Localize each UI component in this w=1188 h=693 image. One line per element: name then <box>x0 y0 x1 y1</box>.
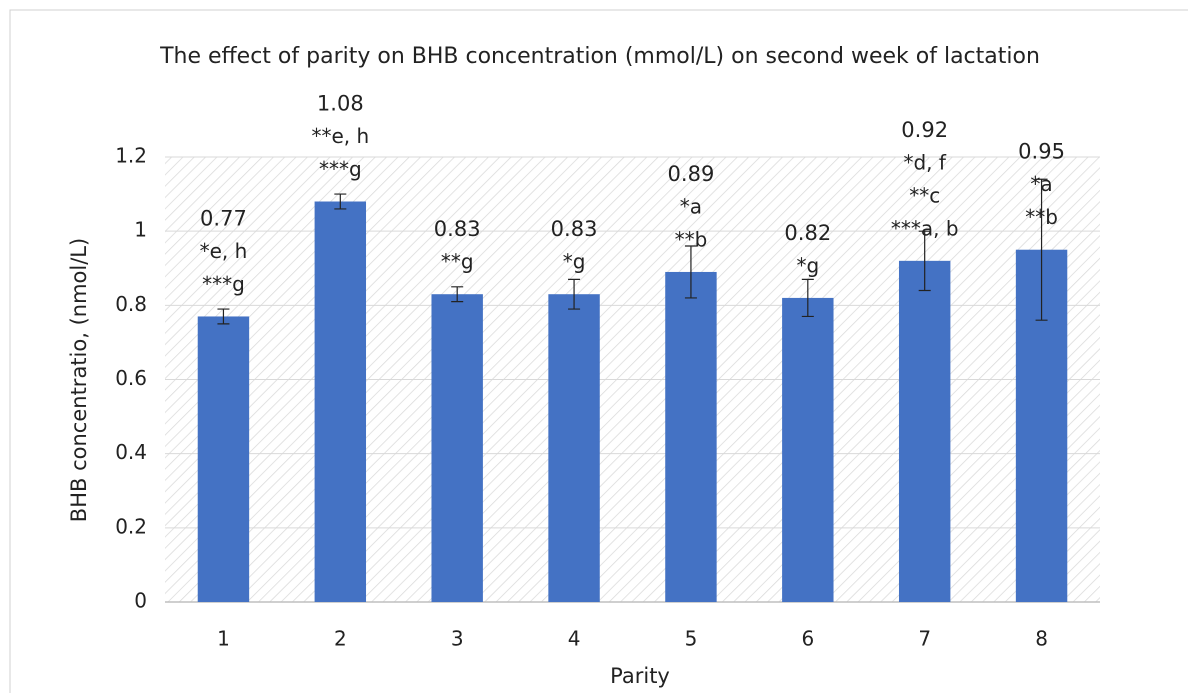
x-tick-label: 7 <box>918 627 931 651</box>
error-bar <box>451 286 464 303</box>
y-tick-label: 1.2 <box>115 144 147 168</box>
y-tick-label: 0.4 <box>115 440 147 464</box>
error-bar <box>568 278 581 310</box>
x-axis-label: Parity <box>610 664 670 688</box>
error-bar <box>801 278 814 318</box>
error-bar <box>217 308 230 325</box>
error-bar <box>684 245 697 299</box>
x-tick-label: 5 <box>685 627 698 651</box>
bar <box>431 294 483 602</box>
frame <box>9 9 1188 693</box>
data-label: 0.95 <box>1018 140 1065 164</box>
bar <box>665 271 717 602</box>
y-tick-label: 0.6 <box>115 366 147 390</box>
annotation: **e, h <box>311 124 369 148</box>
bar <box>548 294 600 602</box>
x-tick-label: 3 <box>451 627 464 651</box>
y-axis-label: BHB concentratio, (nmol/L) <box>67 238 91 522</box>
chart-title: The effect of parity on BHB concentratio… <box>160 44 1040 69</box>
data-label: 0.83 <box>551 217 598 241</box>
annotation: *g <box>563 250 586 274</box>
annotation: ***g <box>319 157 362 181</box>
annotation: *a <box>680 194 702 218</box>
y-tick-label: 0.2 <box>115 514 147 538</box>
annotation: ***a, b <box>891 216 959 240</box>
annotation: *g <box>796 253 819 277</box>
bar <box>314 201 367 602</box>
x-tick-label: 2 <box>334 627 347 651</box>
data-label: 1.08 <box>317 92 364 116</box>
data-label: 0.77 <box>200 206 247 230</box>
annotation: *e, h <box>200 239 248 263</box>
y-tick-label: 0 <box>134 589 147 613</box>
error-bar <box>334 193 347 210</box>
x-tick-label: 4 <box>568 627 581 651</box>
error-bar <box>1035 178 1048 321</box>
annotation: **g <box>441 250 474 274</box>
bar <box>898 260 951 602</box>
annotation: **c <box>909 183 940 207</box>
annotation: *a <box>1030 172 1052 196</box>
data-label: 0.92 <box>901 118 948 142</box>
annotation: **b <box>675 227 708 251</box>
error-bar <box>918 230 931 292</box>
x-tick-label: 1 <box>217 627 230 651</box>
bar <box>782 297 834 602</box>
x-tick-label: 6 <box>801 627 814 651</box>
x-tick-label: 8 <box>1035 627 1048 651</box>
y-tick-label: 1 <box>134 218 147 242</box>
annotation: *d, f <box>903 150 946 174</box>
data-label: 0.82 <box>784 221 831 245</box>
annotation: **b <box>1025 205 1058 229</box>
y-tick-label: 0.8 <box>115 292 147 316</box>
annotation: ***g <box>202 272 245 296</box>
data-label: 0.89 <box>668 162 715 186</box>
data-label: 0.83 <box>434 217 481 241</box>
bar <box>197 316 250 602</box>
